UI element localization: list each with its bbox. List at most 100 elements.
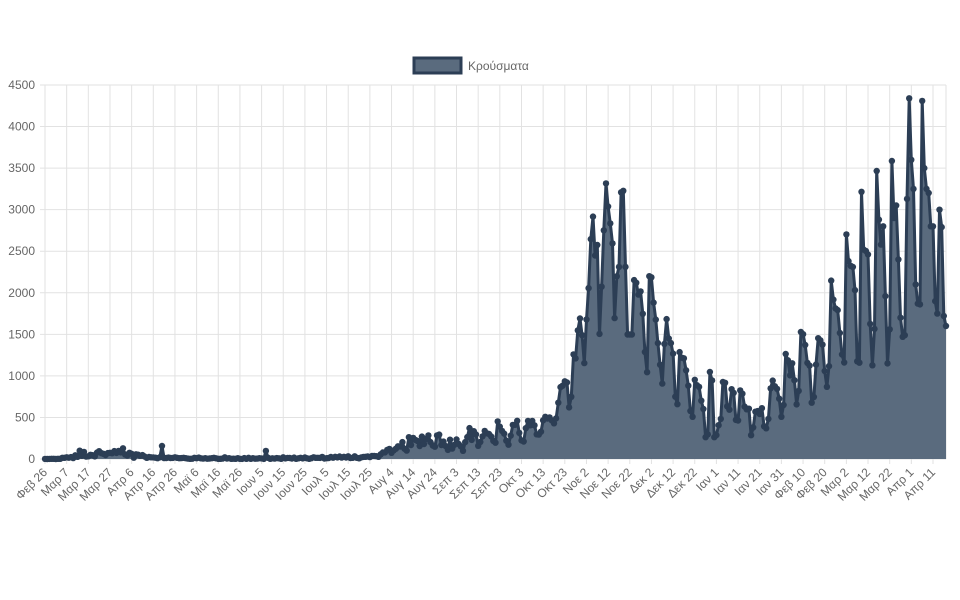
data-point — [611, 314, 618, 322]
y-tick-label: 1500 — [8, 327, 35, 341]
y-axis: 0 500 1000 1500 2000 2500 3000 3500 4000 4500 — [8, 78, 35, 466]
data-point — [910, 185, 917, 193]
data-point — [942, 322, 950, 330]
data-point — [663, 315, 670, 323]
data-point — [158, 442, 166, 450]
data-point — [795, 387, 802, 395]
y-tick-label: 3000 — [8, 203, 35, 217]
data-point — [858, 188, 865, 195]
y-tick-label: 1000 — [8, 369, 35, 383]
data-point — [808, 399, 815, 406]
data-point — [689, 413, 696, 420]
data-point — [581, 359, 588, 367]
data-point — [436, 431, 443, 438]
data-point — [756, 410, 763, 418]
area-fill — [45, 98, 946, 460]
data-point — [856, 359, 863, 366]
data-point — [676, 348, 683, 356]
legend[interactable]: Κρούσματα — [412, 56, 529, 75]
data-point — [691, 376, 698, 383]
data-point — [765, 415, 772, 423]
data-point — [769, 377, 776, 384]
data-point — [687, 407, 694, 415]
data-point — [834, 306, 841, 314]
data-point — [758, 405, 766, 412]
data-point — [778, 413, 785, 420]
y-tick-label: 0 — [28, 452, 35, 466]
data-point — [420, 440, 428, 448]
data-point — [633, 279, 640, 286]
data-point — [739, 390, 746, 397]
data-point — [641, 348, 649, 356]
y-tick-label: 4500 — [8, 78, 35, 92]
data-point — [819, 341, 826, 348]
data-point — [609, 240, 616, 247]
y-tick-label: 4000 — [8, 120, 35, 134]
data-point — [851, 286, 859, 294]
data-point — [806, 362, 813, 369]
data-point — [537, 428, 545, 435]
data-point — [890, 214, 898, 222]
data-point — [713, 431, 720, 439]
data-point — [877, 241, 885, 248]
data-point — [620, 187, 627, 194]
data-point — [403, 447, 410, 454]
data-point — [897, 314, 904, 321]
data-point — [685, 382, 692, 389]
data-point — [639, 310, 646, 317]
data-point — [864, 251, 872, 258]
data-point — [425, 432, 432, 439]
data-point — [563, 379, 571, 386]
data-point — [938, 223, 945, 231]
data-point — [565, 404, 573, 411]
data-point — [793, 401, 800, 408]
data-point — [747, 432, 755, 439]
data-point — [698, 397, 705, 404]
data-point — [786, 372, 794, 379]
y-tick-label: 3500 — [8, 161, 35, 175]
data-point — [462, 438, 469, 446]
data-point — [706, 368, 714, 376]
data-point — [615, 263, 623, 271]
data-point — [776, 395, 783, 402]
data-point — [721, 379, 729, 386]
data-point — [773, 385, 781, 393]
data-point — [576, 315, 584, 322]
data-point — [903, 195, 911, 203]
data-point — [514, 417, 521, 424]
data-point — [501, 430, 508, 437]
series-points — [41, 95, 950, 463]
data-point — [531, 422, 538, 429]
data-point — [925, 189, 932, 197]
data-point — [674, 401, 681, 408]
data-point — [399, 438, 406, 446]
data-point — [431, 443, 439, 450]
data-point — [583, 316, 590, 323]
data-point — [750, 424, 757, 431]
data-point — [494, 418, 501, 425]
data-point — [574, 327, 581, 334]
data-point — [867, 320, 874, 328]
data-point — [661, 340, 668, 348]
data-point — [622, 263, 629, 271]
data-point — [799, 331, 807, 338]
data-point — [708, 377, 716, 384]
data-point — [654, 339, 662, 347]
data-point — [912, 281, 919, 288]
data-point — [886, 326, 893, 333]
data-point — [643, 369, 651, 376]
data-point — [704, 431, 711, 438]
data-point — [895, 256, 902, 263]
data-point — [884, 360, 891, 367]
data-point — [730, 389, 737, 397]
data-point — [414, 437, 421, 445]
data-point — [607, 220, 614, 227]
data-point — [555, 399, 562, 406]
data-point — [763, 425, 770, 432]
data-point — [637, 288, 644, 295]
y-tick-label: 2500 — [8, 244, 35, 258]
data-point — [880, 223, 887, 230]
data-point — [468, 436, 475, 444]
data-point — [602, 180, 610, 187]
